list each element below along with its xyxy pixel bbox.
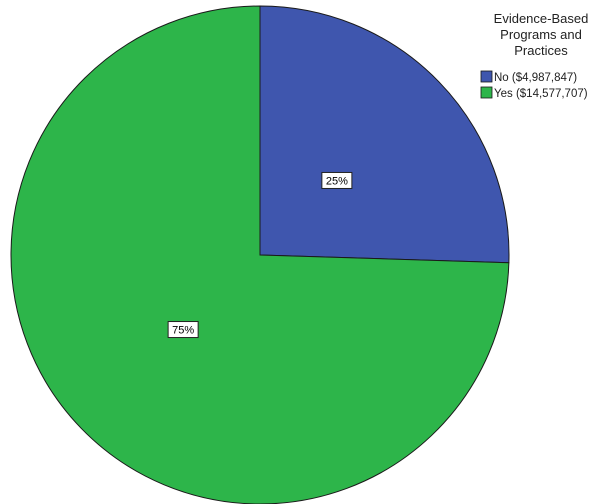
pie-slices — [10, 5, 510, 504]
legend-swatch-yes — [480, 86, 493, 99]
data-label-box — [321, 171, 353, 189]
pie-slice-yes — [10, 5, 510, 504]
data-label-yes: 75% — [167, 321, 199, 339]
data-label-text: 25% — [326, 175, 348, 187]
data-label-no: 25% — [321, 171, 353, 189]
legend-title-line-1: Evidence-Based — [494, 11, 589, 26]
pie-slice-no — [259, 5, 510, 264]
legend-title-line-3: Practices — [514, 43, 568, 58]
legend-title-line-2: Programs and — [500, 27, 582, 42]
legend-items: No ($4,987,847) Yes ($14,577,707) — [480, 70, 588, 100]
legend-swatch-no — [480, 70, 493, 83]
legend-label-yes: Yes ($14,577,707) — [494, 88, 588, 100]
data-labels: 25% 75% — [167, 171, 353, 339]
legend: Evidence-Based Programs and Practices No… — [480, 11, 589, 100]
legend-label-no: No ($4,987,847) — [494, 72, 577, 84]
data-label-text: 75% — [172, 325, 194, 337]
data-label-box — [167, 321, 199, 339]
